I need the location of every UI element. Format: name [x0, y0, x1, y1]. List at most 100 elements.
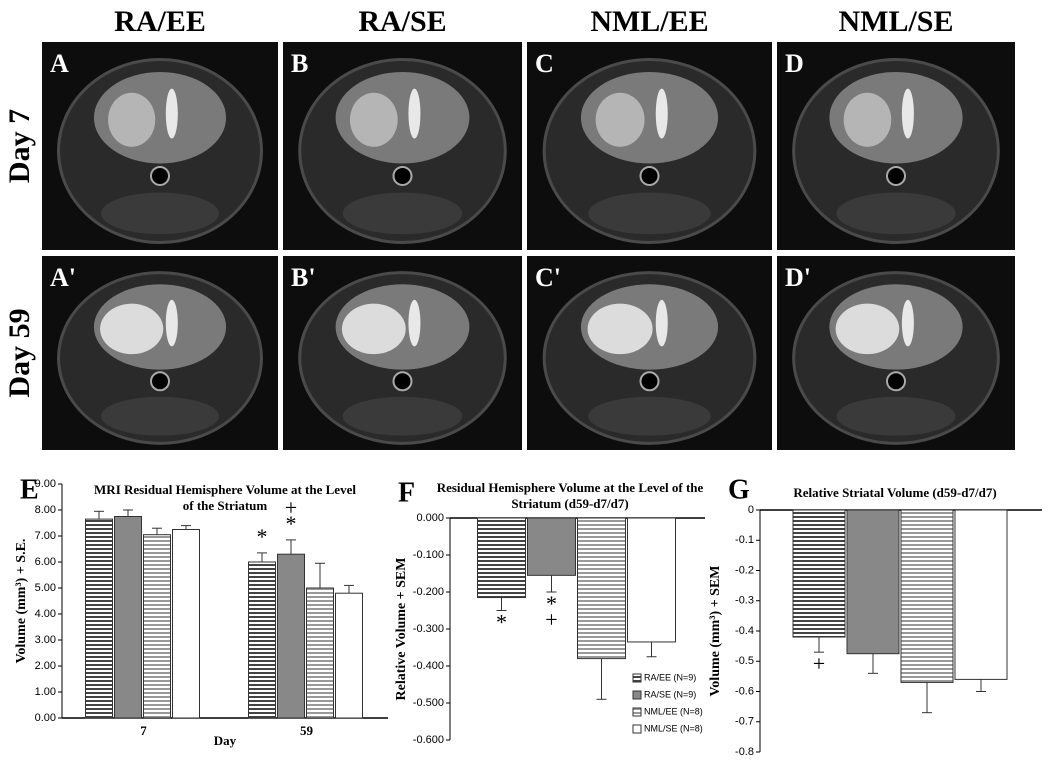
y-tick-label: 8.00: [35, 504, 56, 516]
y-tick-label: 2.00: [35, 660, 56, 672]
brainstem: [886, 165, 906, 186]
y-tick-label: 1.00: [35, 686, 56, 698]
panel-letter: A: [50, 49, 69, 78]
panel-letter: C': [535, 263, 561, 292]
panel-letter: D': [785, 263, 811, 292]
x-axis-label: Day: [214, 733, 237, 748]
lesion: [349, 92, 398, 147]
significance-marker: +: [813, 651, 825, 676]
error-bar: [496, 597, 507, 611]
error-bar: [868, 653, 878, 674]
jaw: [342, 192, 463, 235]
ventricle: [408, 88, 421, 139]
bar: [846, 509, 900, 655]
jaw: [588, 396, 711, 436]
significance-marker: +: [545, 607, 557, 632]
ventricle: [165, 88, 178, 139]
brainstem: [639, 371, 660, 392]
chart-title: MRI Residual Hemisphere Volume at the Le…: [94, 482, 356, 513]
y-tick-label: 0.000: [416, 512, 444, 524]
legend-label: NML/SE (N=8): [644, 723, 703, 733]
y-axis-label: Relative Volume + SEM: [394, 558, 409, 701]
error-bar: [257, 552, 267, 562]
legend-label: RA/EE (N=9): [644, 672, 696, 682]
ventricle: [408, 299, 421, 347]
bar: [335, 592, 363, 719]
lesion: [595, 92, 645, 147]
significance-marker: *: [286, 511, 297, 536]
error-bar: [922, 682, 932, 714]
y-tick-label: 9.00: [35, 478, 56, 490]
x-tick-label: 7: [140, 723, 147, 738]
x-tick-label: 59: [300, 723, 314, 738]
y-tick-label: -0.2: [735, 564, 754, 576]
row-label: Day 7: [3, 109, 36, 183]
y-tick-label: -0.500: [413, 697, 444, 709]
panel-letter: D: [785, 49, 804, 78]
error-bar: [123, 509, 133, 517]
brainstem: [150, 371, 170, 392]
bar: [172, 529, 200, 719]
y-tick-label: -0.600: [413, 734, 444, 746]
y-tick-label: -0.5: [735, 655, 754, 667]
jaw: [101, 396, 219, 436]
chart-title: Relative Striatal Volume (d59-d7/d7): [793, 485, 997, 500]
chart-title: Residual Hemisphere Volume at the Level …: [436, 480, 704, 511]
y-tick-label: -0.7: [735, 716, 754, 728]
y-tick-label: 7.00: [35, 530, 56, 542]
error-bar: [546, 575, 557, 593]
error-bar: [596, 658, 607, 700]
jaw: [588, 192, 711, 235]
bar: [792, 509, 846, 638]
significance-marker: *: [546, 591, 557, 616]
error-bar: [814, 637, 824, 653]
ventricle: [901, 299, 914, 347]
panel-letter: C: [535, 49, 554, 78]
y-axis-label: Volume (mm³) + SEM: [708, 565, 723, 696]
panel-letter: F: [398, 477, 415, 508]
legend-swatch: [632, 707, 642, 717]
brainstem: [392, 165, 413, 186]
lesion: [587, 303, 653, 355]
ventricle: [655, 88, 668, 139]
y-tick-label: 0: [748, 504, 754, 516]
y-tick-label: -0.4: [735, 625, 754, 637]
error-bar: [94, 510, 104, 520]
significance-marker: *: [257, 524, 268, 549]
error-bar: [315, 562, 325, 588]
bar: [900, 509, 954, 683]
bar: [627, 517, 676, 643]
bar: [527, 517, 576, 576]
error-bar: [344, 584, 354, 594]
y-tick-label: -0.3: [735, 595, 754, 607]
jaw: [101, 192, 219, 235]
error-bar: [181, 525, 191, 530]
lesion: [100, 303, 164, 355]
y-tick-label: -0.400: [413, 660, 444, 672]
bar: [954, 509, 1008, 680]
brainstem: [639, 165, 660, 186]
ventricle: [655, 299, 668, 347]
panel-letter: B: [291, 49, 308, 78]
bar: [143, 534, 171, 719]
brainstem: [150, 165, 170, 186]
error-bar: [152, 527, 162, 535]
bar: [248, 561, 276, 719]
error-bar: [286, 539, 296, 555]
ventricle: [901, 88, 914, 139]
row-label: Day 59: [3, 308, 36, 397]
y-tick-label: 3.00: [35, 634, 56, 646]
panel-letter: B': [291, 263, 316, 292]
legend-swatch: [632, 724, 642, 734]
legend-swatch: [632, 690, 642, 700]
y-tick-label: -0.1: [735, 534, 754, 546]
bar: [114, 516, 142, 719]
bar: [477, 517, 526, 599]
panel-letter: G: [728, 474, 750, 505]
y-tick-label: 4.00: [35, 608, 56, 620]
y-tick-label: 5.00: [35, 582, 56, 594]
column-header: RA/SE: [358, 5, 446, 38]
lesion: [843, 92, 892, 147]
